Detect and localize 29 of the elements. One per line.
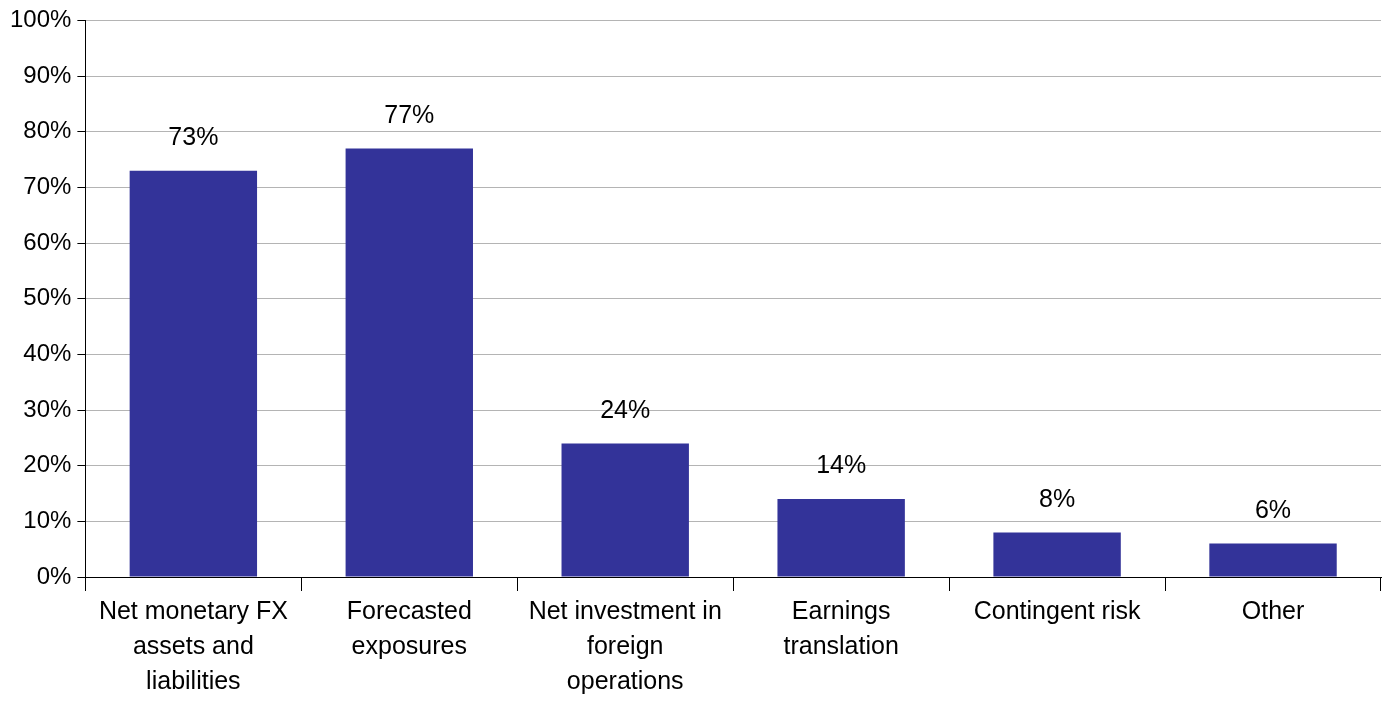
bar <box>993 532 1121 577</box>
x-tick-label: Other <box>1241 596 1305 625</box>
x-tick-label: Net monetary FX assets and liabilities <box>98 596 289 695</box>
y-tick-label: 100% <box>9 5 72 33</box>
y-tick-label: 40% <box>23 338 72 366</box>
bar <box>129 170 258 577</box>
y-tick-label: 70% <box>23 172 72 200</box>
x-tick-label: Net investment in foreign operations <box>528 596 722 695</box>
x-tick-label: Forecasted exposures <box>346 596 472 660</box>
y-tick-label: 60% <box>23 227 72 255</box>
bar <box>777 499 905 577</box>
data-label: 24% <box>600 394 651 423</box>
data-label: 6% <box>1254 494 1292 523</box>
data-label: 77% <box>384 99 435 128</box>
y-tick-label: 30% <box>23 394 72 422</box>
data-label: 14% <box>816 450 867 479</box>
y-tick-label: 20% <box>23 450 72 478</box>
y-tick-label: 90% <box>23 60 72 88</box>
bar <box>561 443 689 577</box>
y-tick-label: 50% <box>23 283 72 311</box>
y-tick-label: 10% <box>23 505 72 533</box>
bar <box>345 148 473 577</box>
data-label: 8% <box>1039 483 1076 512</box>
x-tick-label: Contingent risk <box>973 596 1141 625</box>
y-tick-label: 0% <box>36 561 72 589</box>
data-label: 73% <box>168 122 219 151</box>
y-tick-label: 80% <box>23 116 72 144</box>
bar <box>1209 543 1337 577</box>
x-tick-label: Earnings translation <box>783 596 899 660</box>
